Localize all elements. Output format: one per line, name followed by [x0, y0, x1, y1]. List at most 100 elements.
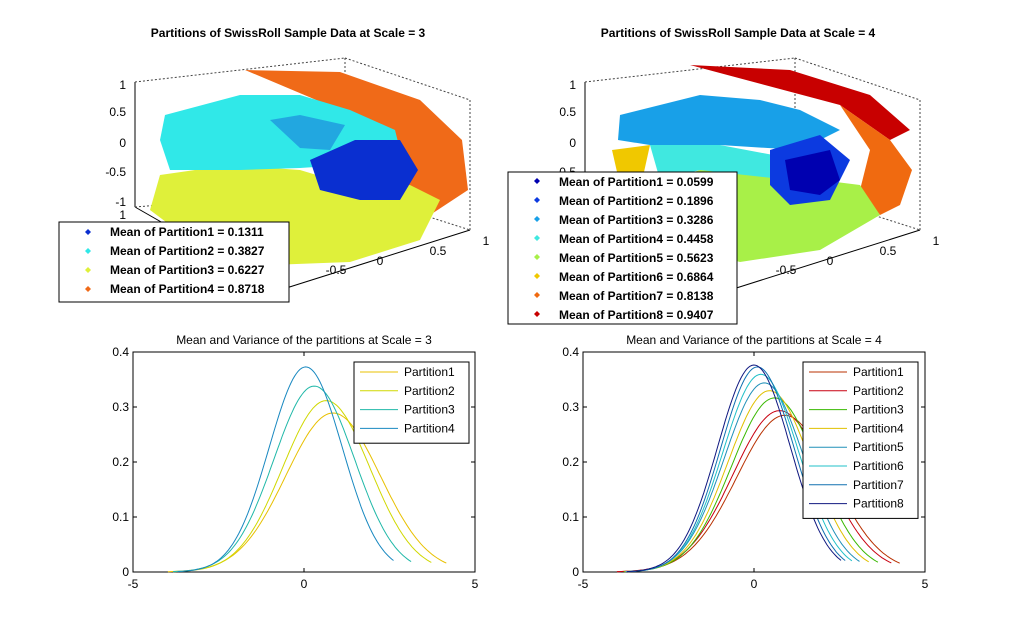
x-tick-label: -5: [578, 577, 589, 591]
legend-label: Partition2: [404, 384, 455, 398]
legend-item: Mean of Partition4 = 0.4458: [534, 232, 714, 246]
legend-marker: [534, 311, 540, 317]
legend-label: Partition5: [853, 440, 904, 454]
xtick: 0: [377, 254, 384, 268]
series-line-partition4: [177, 366, 394, 573]
x-tick-label: -5: [128, 577, 139, 591]
legend-label: Mean of Partition4 = 0.4458: [559, 232, 714, 246]
line-chart-title: Mean and Variance of the partitions at S…: [626, 333, 882, 347]
y-tick-label: 0: [122, 565, 129, 579]
line-panel-scale4: Mean and Variance of the partitions at S…: [562, 333, 928, 591]
cloud-partition8: [690, 65, 910, 140]
scatter-legend-scale4: Mean of Partition1 = 0.0599 Mean of Part…: [507, 171, 738, 325]
legend-item: Mean of Partition2 = 0.3827: [85, 244, 265, 258]
legend-label: Mean of Partition1 = 0.1311: [110, 225, 264, 239]
legend-label: Mean of Partition1 = 0.0599: [559, 175, 714, 189]
ztick: 0: [569, 136, 576, 150]
scatter-title-scale3: Partitions of SwissRoll Sample Data at S…: [151, 26, 426, 40]
legend-label: Mean of Partition3 = 0.6227: [110, 263, 265, 277]
legend-item: Mean of Partition5 = 0.5623: [534, 251, 714, 265]
legend-box: [507, 171, 738, 325]
cloud-partition7: [840, 105, 912, 215]
scatter-xticks-scale4: -0.5 0 0.5 1: [776, 234, 940, 277]
legend-marker: [85, 248, 91, 254]
xtick: 0.5: [430, 244, 447, 258]
ztick: 1: [119, 78, 126, 92]
xtick: -0.5: [776, 263, 797, 277]
legend-label: Mean of Partition2 = 0.3827: [110, 244, 265, 258]
y-tick-label: 0.3: [562, 400, 579, 414]
y-tick-label: 0.1: [112, 510, 129, 524]
legend-marker: [534, 254, 540, 260]
legend-label: Partition3: [404, 403, 455, 417]
legend-label: Mean of Partition4 = 0.8718: [110, 282, 265, 296]
x-tick-label: 5: [472, 577, 479, 591]
ztick: 1: [569, 78, 576, 92]
scatter-xticks-scale3: -0.5 0 0.5 1: [326, 234, 490, 277]
legend-item: Mean of Partition3 = 0.6227: [85, 263, 265, 277]
legend-item: Mean of Partition1 = 0.0599: [534, 175, 714, 189]
cloud-partition1: [310, 140, 418, 200]
legend-label: Mean of Partition8 = 0.9407: [559, 308, 714, 322]
xtick: -0.5: [326, 263, 347, 277]
legend-item: Mean of Partition8 = 0.9407: [534, 308, 714, 322]
legend-marker: [85, 267, 91, 273]
line-panel-scale3: Mean and Variance of the partitions at S…: [112, 333, 478, 591]
legend-marker: [534, 216, 540, 222]
legend-box: [353, 361, 470, 444]
ztick: 0.5: [109, 105, 126, 119]
legend-label: Mean of Partition5 = 0.5623: [559, 251, 714, 265]
legend-label: Mean of Partition2 = 0.1896: [559, 194, 714, 208]
legend-marker: [534, 292, 540, 298]
ztick: -0.5: [105, 165, 126, 179]
xtick: 1: [483, 234, 490, 248]
legend-item: Mean of Partition4 = 0.8718: [85, 282, 265, 296]
y-tick-label: 0.4: [112, 345, 129, 359]
scatter-zticks-scale4: 1 0.5 0 -0.5: [555, 78, 576, 179]
legend-marker: [534, 273, 540, 279]
scatter-zticks-scale3: 1 0.5 0 -0.5 -1 1: [105, 78, 126, 222]
axis-y-line: [729, 229, 921, 291]
series-line-partition2: [173, 400, 432, 573]
legend-box: [58, 221, 290, 303]
legend-label: Partition8: [853, 497, 904, 511]
x-tick-label: 0: [301, 577, 308, 591]
y-tick-label: 0: [572, 565, 579, 579]
ztick: 0.5: [559, 105, 576, 119]
legend-item: Mean of Partition2 = 0.1896: [534, 194, 714, 208]
x-tick-label: 5: [922, 577, 929, 591]
legend-label: Mean of Partition6 = 0.6864: [559, 270, 714, 284]
legend-marker: [85, 229, 91, 235]
legend-label: Mean of Partition7 = 0.8138: [559, 289, 714, 303]
legend-label: Partition7: [853, 478, 904, 492]
ztick: -1: [115, 195, 126, 209]
cloud-partition1: [785, 150, 840, 195]
cloud-partition3: [618, 95, 840, 150]
y-tick-label: 0.2: [112, 455, 129, 469]
y-tick-label: 0.2: [562, 455, 579, 469]
axis-y-line: [279, 229, 471, 291]
y-tick-label: 0.1: [562, 510, 579, 524]
legend-label: Partition3: [853, 403, 904, 417]
legend-marker: [85, 286, 91, 292]
legend-item: Mean of Partition6 = 0.6864: [534, 270, 714, 284]
legend-item: Mean of Partition1 = 0.1311: [85, 225, 264, 239]
legend-label: Partition2: [853, 384, 904, 398]
scatter-panel-scale4: Partitions of SwissRoll Sample Data at S…: [507, 26, 940, 325]
scatter-title-scale4: Partitions of SwissRoll Sample Data at S…: [601, 26, 876, 40]
ytick: 1: [119, 208, 126, 222]
line-chart-title: Mean and Variance of the partitions at S…: [176, 333, 432, 347]
legend-label: Partition4: [404, 421, 455, 435]
legend-item: Mean of Partition7 = 0.8138: [534, 289, 714, 303]
legend-item: Mean of Partition3 = 0.3286: [534, 213, 714, 227]
legend-marker: [534, 178, 540, 184]
legend-label: Partition6: [853, 459, 904, 473]
y-tick-label: 0.4: [562, 345, 579, 359]
xtick: 1: [933, 234, 940, 248]
ztick: 0: [119, 136, 126, 150]
scatter-legend-scale3: Mean of Partition1 = 0.1311 Mean of Part…: [58, 221, 290, 303]
legend-label: Partition1: [404, 365, 455, 379]
legend-marker: [534, 235, 540, 241]
legend-marker: [534, 197, 540, 203]
legend-label: Partition4: [853, 421, 904, 435]
